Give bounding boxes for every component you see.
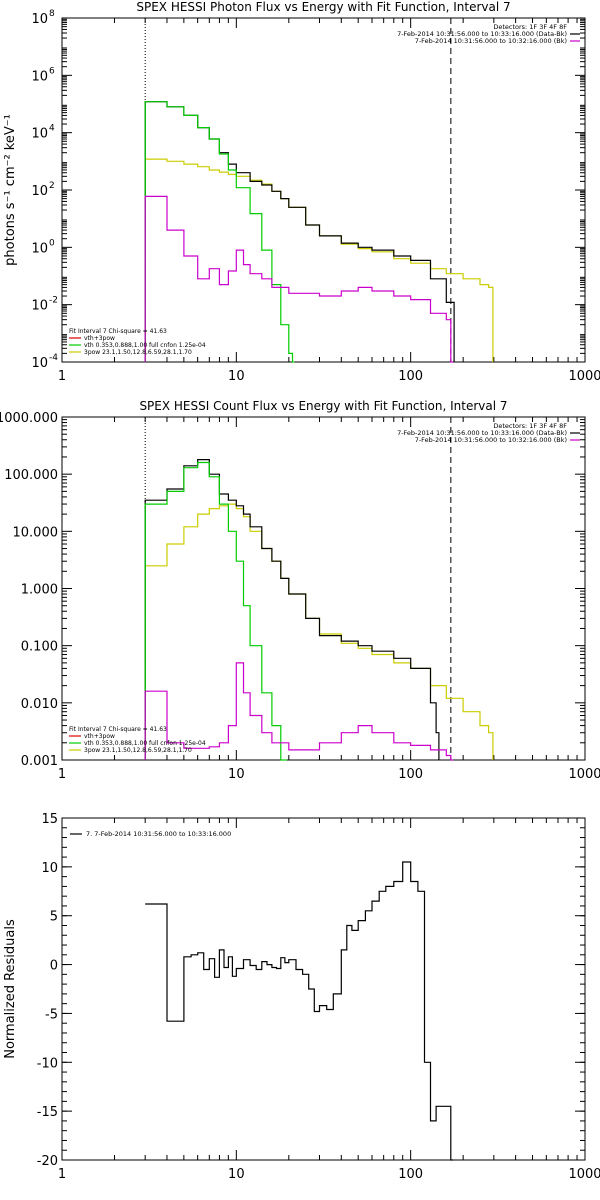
chart-1-legend-bl-text: vth 0.353,0.888,1.00 full cnfon 1.25e-04 bbox=[84, 740, 206, 747]
chart-0-legend-tr-text: 7-Feb-2014 10:31:56.000 to 10:33:16.000 … bbox=[397, 30, 567, 38]
chart-1-legend-bl-text: vth+3pow bbox=[84, 733, 115, 740]
chart-2-x-tick-label: 1 bbox=[58, 1167, 66, 1182]
chart-0-legend-bl-text: vth 0.353,0.888,1.00 full cnfon 1.25e-04 bbox=[84, 342, 206, 349]
chart-1-title: SPEX HESSI Count Flux vs Energy with Fit… bbox=[139, 399, 507, 413]
chart-0-y-tick-label: 10 bbox=[31, 69, 48, 84]
chart-1-legend-tr-text: 7-Feb-2014 10:31:56.000 to 10:32:16.000 … bbox=[415, 436, 567, 444]
chart-1-legend-bl-text: Fit Interval 7 Chi-square = 41.63 bbox=[69, 726, 167, 733]
chart-1-legend-tr-text: 7-Feb-2014 10:31:56.000 to 10:33:16.000 … bbox=[397, 429, 567, 437]
chart-0-y-tick-exponent: -2 bbox=[49, 296, 58, 306]
chart-0-legend-tr-text: 7-Feb-2014 10:31:56.000 to 10:32:16.000 … bbox=[415, 37, 567, 45]
chart-0-y-tick-exponent: 4 bbox=[49, 124, 55, 134]
chart-1-y-tick-label: 0.001 bbox=[21, 754, 58, 769]
chart-1-y-tick-label: 1.000 bbox=[21, 583, 58, 598]
chart-2-y-tick-label: -5 bbox=[45, 1007, 58, 1022]
chart-0-x-tick-label: 1000 bbox=[568, 369, 600, 384]
chart-0-legend-tr-text: Detectors: 1F 3F 4F 8F bbox=[493, 23, 567, 31]
chart-2-x-tick-label: 1000 bbox=[568, 1167, 600, 1182]
chart-0-series-1 bbox=[144, 101, 455, 362]
chart-0-y-tick-exponent: 8 bbox=[49, 9, 55, 19]
chart-1-y-tick-label: 1000.000 bbox=[0, 411, 58, 426]
chart-2-y-axis-label: Normalized Residuals bbox=[3, 919, 18, 1059]
chart-1-y-tick-label: 10.000 bbox=[13, 525, 59, 540]
chart-0-y-tick-exponent: -4 bbox=[49, 353, 58, 363]
chart-2-y-tick-label: 5 bbox=[50, 910, 58, 925]
chart-1-x-tick-label: 10 bbox=[228, 767, 245, 782]
chart-0-x-tick-label: 100 bbox=[398, 369, 423, 384]
chart-2-x-tick-label: 100 bbox=[398, 1167, 423, 1182]
chart-0-title: SPEX HESSI Photon Flux vs Energy with Fi… bbox=[136, 0, 510, 14]
chart-2-y-tick-label: -15 bbox=[37, 1105, 58, 1120]
chart-1-x-tick-label: 1000 bbox=[568, 767, 600, 782]
chart-2-legend-tl-text: 7. 7-Feb-2014 10:31:56.000 to 10:33:16.0… bbox=[86, 830, 231, 838]
chart-0-y-tick-exponent: 0 bbox=[49, 238, 55, 248]
chart-0-series-2 bbox=[144, 101, 295, 363]
chart-0-legend-bl-text: Fit Interval 7 Chi-square = 41.63 bbox=[69, 328, 167, 335]
chart-0-x-tick-label: 10 bbox=[228, 369, 245, 384]
chart-0-y-axis-label: photons s⁻¹ cm⁻² keV⁻¹ bbox=[3, 114, 18, 266]
chart-0-series-3 bbox=[144, 195, 454, 363]
chart-2-x-tick-label: 10 bbox=[228, 1167, 245, 1182]
chart-1-x-tick-label: 100 bbox=[398, 767, 423, 782]
chart-1-x-tick-label: 1 bbox=[58, 767, 66, 782]
chart-0-y-tick-exponent: 6 bbox=[49, 66, 55, 76]
chart-1-series-2 bbox=[144, 461, 287, 761]
chart-1-series-1 bbox=[144, 459, 440, 760]
chart-1-legend-bl-text: 3pow 23.1,1.50,12.8,6.59,28.1,1.70 bbox=[84, 747, 192, 754]
chart-0-y-tick-exponent: 2 bbox=[49, 181, 55, 191]
chart-0-y-tick-label: 10 bbox=[31, 12, 48, 27]
chart-2-y-tick-label: -10 bbox=[37, 1056, 58, 1071]
chart-2-y-tick-label: 15 bbox=[41, 812, 58, 827]
chart-2-y-tick-label: 0 bbox=[50, 959, 58, 974]
chart-2-y-tick-label: 10 bbox=[41, 861, 58, 876]
chart-1-frame bbox=[61, 416, 586, 761]
chart-0-y-tick-label: 10 bbox=[31, 127, 48, 142]
chart-1-y-tick-label: 100.000 bbox=[4, 468, 58, 483]
chart-0-y-tick-label: 10 bbox=[31, 241, 48, 256]
chart-1-legend-tr-text: Detectors: 1F 3F 4F 8F bbox=[493, 422, 567, 430]
chart-0-y-tick-label: 10 bbox=[31, 356, 48, 371]
chart-0-y-tick-label: 10 bbox=[31, 299, 48, 314]
chart-0-x-tick-label: 1 bbox=[58, 369, 66, 384]
chart-1-series-3 bbox=[144, 662, 454, 761]
chart-0-frame bbox=[61, 17, 586, 363]
chart-2-series-0 bbox=[145, 861, 454, 1161]
chart-0-y-tick-label: 10 bbox=[31, 184, 48, 199]
chart-1-y-tick-label: 0.100 bbox=[21, 640, 58, 655]
chart-2-frame bbox=[61, 817, 586, 1161]
chart-1-y-tick-label: 0.010 bbox=[21, 697, 58, 712]
chart-0-legend-bl-text: vth+3pow bbox=[84, 335, 115, 342]
chart-0-legend-bl-text: 3pow 23.1,1.50,12.8,6.59,28.1,1.70 bbox=[84, 349, 192, 356]
chart-2-y-tick-label: -20 bbox=[37, 1154, 58, 1169]
